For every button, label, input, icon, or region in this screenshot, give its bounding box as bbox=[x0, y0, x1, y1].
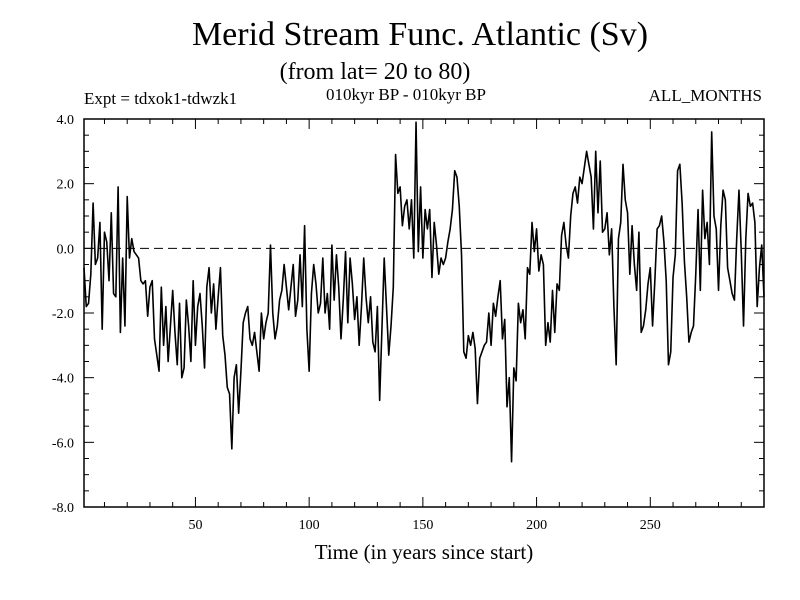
y-tick-label: 4.0 bbox=[57, 113, 75, 128]
months-label: ALL_MONTHS bbox=[648, 86, 762, 105]
x-tick-label: 150 bbox=[412, 518, 433, 533]
chart-title: Merid Stream Func. Atlantic (Sv) bbox=[191, 16, 649, 53]
x-tick-label: 250 bbox=[640, 518, 661, 533]
period-label: 010kyr BP - 010kyr BP bbox=[326, 85, 486, 104]
plot-frame bbox=[83, 118, 765, 508]
y-tick-label: -2.0 bbox=[52, 307, 74, 322]
x-tick-label: 50 bbox=[188, 518, 202, 533]
x-axis-label: Time (in years since start) bbox=[314, 540, 534, 564]
chart-subtitle: (from lat= 20 to 80) bbox=[279, 59, 471, 85]
tick-labels-group: 50 100 150 200 250 -8.0 -6.0 -4.0 -2.0 0.0 2.0 4.0 bbox=[52, 113, 661, 533]
series-line-0 bbox=[83, 121, 765, 463]
experiment-label: Expt = tdxok1-tdwzk1 bbox=[84, 89, 238, 108]
series-group bbox=[83, 121, 765, 463]
y-tick-label: -4.0 bbox=[52, 372, 74, 387]
x-tick-label: 200 bbox=[526, 518, 547, 533]
x-tick-label: 100 bbox=[299, 518, 320, 533]
y-tick-label: -6.0 bbox=[52, 436, 74, 451]
y-tick-label: 2.0 bbox=[57, 178, 75, 193]
y-tick-label: 0.0 bbox=[57, 242, 75, 257]
y-tick-label: -8.0 bbox=[52, 501, 74, 516]
